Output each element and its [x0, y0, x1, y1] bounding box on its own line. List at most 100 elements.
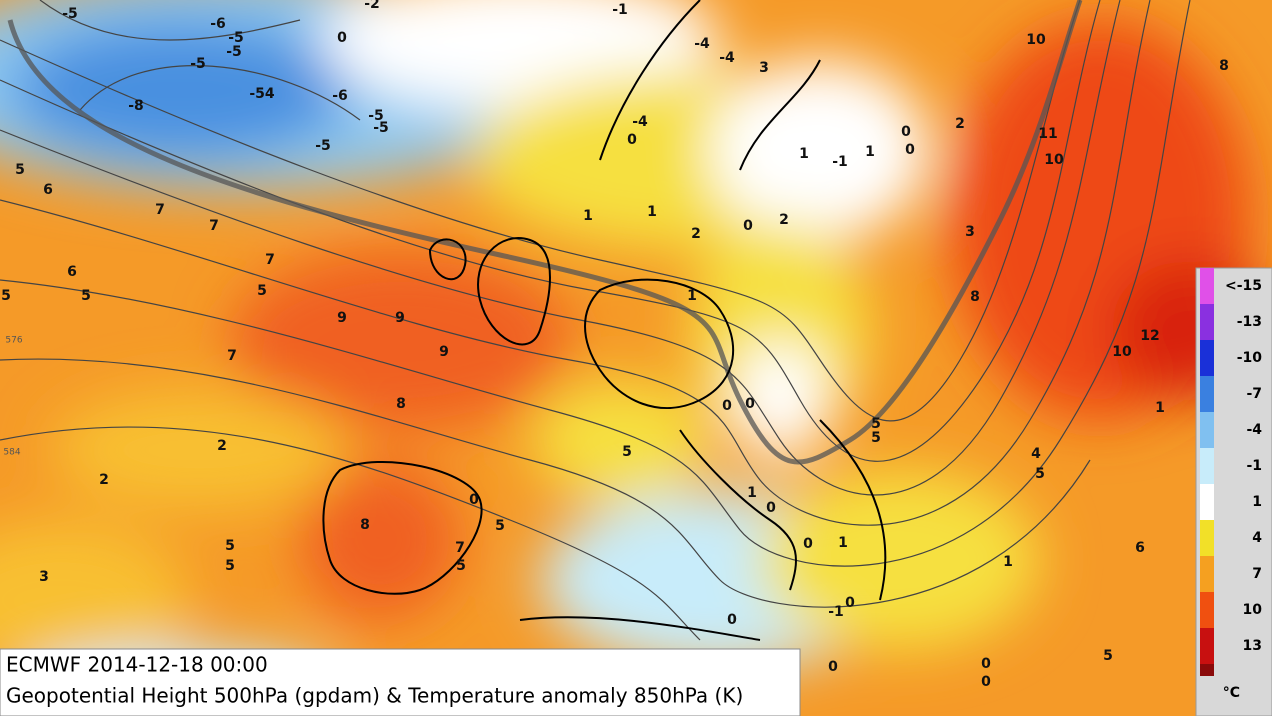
caption-box: ECMWF 2014-12-18 00:00 Geopotential Heig…	[0, 648, 801, 716]
colorbar-swatch	[1200, 592, 1214, 628]
colorbar-unit: °C	[1223, 685, 1240, 701]
contour-label: 0	[743, 218, 753, 234]
contour-label: 1	[838, 535, 848, 551]
contour-label: 8	[970, 289, 980, 305]
contour-552	[7, 0, 1083, 465]
contour-label: -4	[632, 114, 648, 130]
contour-label: 3	[759, 60, 769, 76]
contour-label: 1	[1155, 400, 1165, 416]
contour-label: 0	[745, 396, 755, 412]
contour-label: 5	[871, 430, 881, 446]
contour-label: 1	[747, 485, 757, 501]
contour-label: 10	[1044, 152, 1064, 168]
contour-label: -54	[249, 86, 275, 102]
contour-label: 1	[865, 144, 875, 160]
contour-label: 5	[225, 558, 235, 574]
contour-label: 0	[845, 595, 855, 611]
contour-label: -5	[190, 56, 206, 72]
contour-label: 9	[439, 344, 449, 360]
contour-label: -4	[694, 36, 710, 52]
contour-label: 0	[469, 492, 479, 508]
contour-label: 5	[225, 538, 235, 554]
contour-label: 5	[622, 444, 632, 460]
contour-label: 0	[627, 132, 637, 148]
colorbar-label: 4	[1252, 530, 1262, 546]
coastlines	[322, 0, 887, 641]
colorbar-swatch	[1200, 556, 1214, 592]
geopotential-contours	[0, 0, 1191, 641]
colorbar-label: 7	[1252, 566, 1262, 582]
colorbar-swatch	[1200, 376, 1214, 412]
caption-title: ECMWF 2014-12-18 00:00	[6, 653, 268, 677]
contour-label: 0	[727, 612, 737, 628]
colorbar-label: -13	[1237, 314, 1262, 330]
contour-label: 2	[779, 212, 789, 228]
contour-label: 7	[155, 202, 165, 218]
contour-label: -2	[364, 0, 380, 12]
contour-label: 0	[803, 536, 813, 552]
contour-label: 1	[583, 208, 593, 224]
caption-subtitle: Geopotential Height 500hPa (gpdam) & Tem…	[6, 684, 743, 708]
contour-label: 7	[209, 218, 219, 234]
contour-label: 2	[217, 438, 227, 454]
contour-label: 10	[1026, 32, 1046, 48]
contour-label: 11	[1038, 126, 1057, 142]
contour-label: 0	[905, 142, 915, 158]
colorbar-label: 10	[1243, 602, 1263, 618]
colorbar-swatch	[1200, 412, 1214, 448]
contour-label: -5	[315, 138, 331, 154]
contour-label: 3	[39, 569, 49, 585]
contour-label: 6	[1135, 540, 1145, 556]
contour-label: -5	[62, 6, 78, 22]
contour-label: 7	[227, 348, 237, 364]
contour-label: -4	[719, 50, 735, 66]
contour-label: 576	[5, 336, 22, 346]
contour-label: -1	[612, 2, 628, 18]
contour-labels: -5-6-5-5-5-8-54 -6-5-5-50-2 -1-4-43-401 12 0…	[1, 0, 1229, 690]
colorbar-label: -7	[1246, 386, 1262, 402]
contour-label: 5	[495, 518, 505, 534]
colorbar-swatch	[1200, 448, 1214, 484]
contour-label: 584	[3, 448, 20, 458]
contour-label: 8	[360, 517, 370, 533]
colorbar-swatch	[1200, 304, 1214, 340]
contour-label: 10	[1112, 344, 1132, 360]
contour-label: -5	[228, 30, 244, 46]
contour-label: 5	[257, 283, 267, 299]
contour-label: 7	[265, 252, 275, 268]
contour-label: 5	[15, 162, 25, 178]
contour-label: -1	[828, 604, 844, 620]
contour-label: 8	[1219, 58, 1229, 74]
contour-label: -6	[210, 16, 226, 32]
contour-label: 0	[722, 398, 732, 414]
colorbar-label: -1	[1246, 458, 1262, 474]
contour-label: 6	[67, 264, 77, 280]
colorbar-swatch	[1200, 340, 1214, 376]
contour-label: 1	[799, 146, 809, 162]
contour-label: 0	[901, 124, 911, 140]
colorbar-label: <-15	[1225, 278, 1262, 294]
contour-label: -5	[226, 44, 242, 60]
colorbar-label: 13	[1243, 638, 1262, 654]
colorbar-label: -10	[1237, 350, 1263, 366]
contour-label: 1	[647, 204, 657, 220]
contour-label: 12	[1140, 328, 1159, 344]
contour-label: 0	[981, 674, 991, 690]
contour-label: 1	[687, 288, 697, 304]
colorbar-swatch	[1200, 520, 1214, 556]
colorbar-label: -4	[1246, 422, 1262, 438]
contour-label: 1	[1003, 554, 1013, 570]
contour-label: 7	[455, 540, 465, 556]
contour-label: 6	[43, 182, 53, 198]
contour-label: -5	[368, 108, 384, 124]
contour-label: 2	[99, 472, 109, 488]
colorbar-swatch	[1200, 484, 1214, 520]
contour-label: 2	[955, 116, 965, 132]
contour-label: 0	[828, 659, 838, 675]
contour-label: 5	[1035, 466, 1045, 482]
contour-label: 0	[981, 656, 991, 672]
contour-label: 8	[396, 396, 406, 412]
contour-label: 4	[1031, 446, 1041, 462]
